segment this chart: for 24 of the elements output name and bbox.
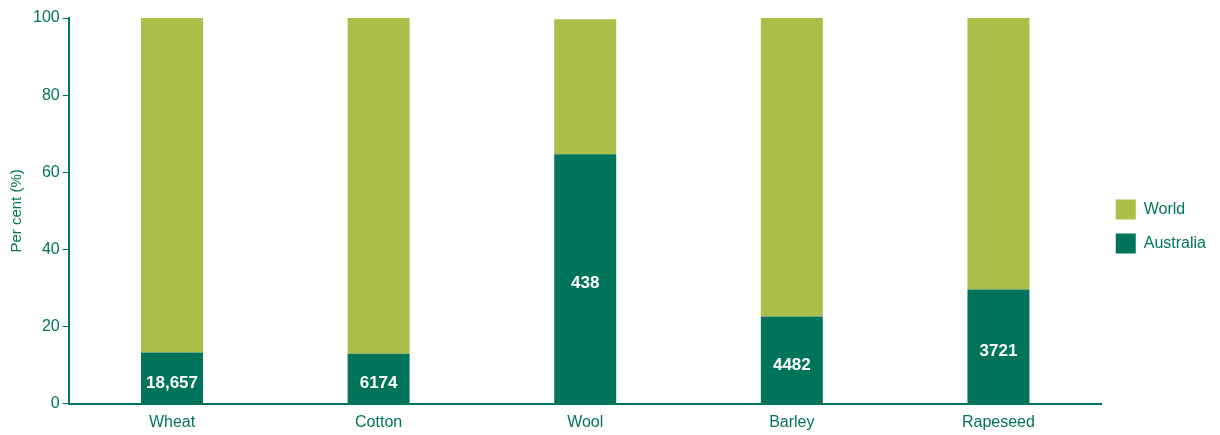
annotation: 4482	[772, 354, 811, 374]
x-tick-label: Rapeseed	[961, 412, 1035, 430]
y-tick-label: 0	[50, 394, 60, 412]
x-tick-label: Wheat	[148, 412, 196, 430]
annotation: 6174	[359, 373, 399, 393]
x-tick-label: Wool	[567, 412, 604, 430]
annotation: 438	[571, 273, 600, 293]
y-axis-title: Per cent (%)	[7, 169, 25, 253]
bar	[347, 18, 410, 354]
y-tick-label: 80	[41, 85, 60, 103]
bar	[967, 18, 1030, 290]
annotation: 3721	[979, 341, 1018, 361]
legend-label: World	[1143, 199, 1186, 217]
x-tick-label: Cotton	[355, 412, 403, 430]
annotation: 18,657	[146, 372, 198, 392]
y-tick-label: 40	[41, 239, 60, 257]
bar	[141, 18, 203, 353]
y-tick-label: 60	[41, 162, 60, 180]
legend-label: Australia	[1143, 233, 1207, 251]
bar	[554, 19, 617, 155]
y-tick-label: 100	[32, 8, 60, 26]
bar	[760, 18, 823, 317]
x-tick-label: Barley	[769, 412, 815, 430]
y-tick-label: 20	[41, 317, 60, 335]
